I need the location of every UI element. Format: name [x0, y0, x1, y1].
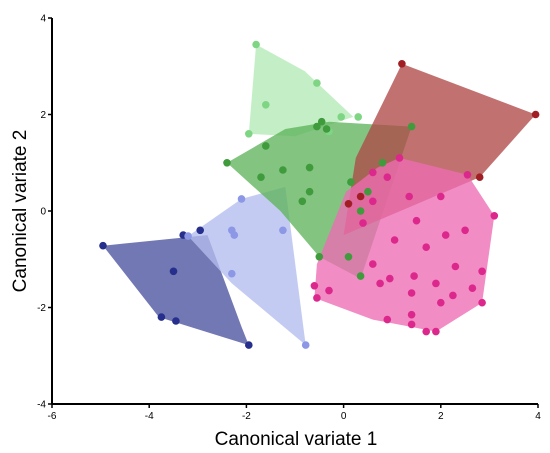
group-6-point-4 [490, 212, 499, 220]
group-6-point-14 [422, 243, 431, 251]
group-4-point-11 [347, 178, 355, 186]
group-5-point-2 [531, 110, 540, 119]
group-4-point-18 [407, 122, 416, 131]
group-4-point-14 [344, 252, 353, 261]
x-tick-label: 0 [341, 411, 347, 422]
group-2-point-6 [279, 226, 287, 235]
group-6-point-30 [422, 327, 431, 336]
group-3-hull [248, 44, 354, 137]
group-2-point-5 [228, 269, 236, 278]
group-6-point-27 [325, 286, 333, 295]
group-6-point-22 [449, 291, 457, 300]
group-6-point-9 [359, 219, 367, 227]
group-4-point-17 [378, 159, 387, 167]
group-6-point-6 [369, 168, 377, 177]
group-2-point-2 [237, 195, 246, 203]
group-6-point-7 [405, 192, 414, 201]
y-tick-label: -2 [37, 303, 46, 314]
hull-layer [103, 44, 536, 346]
x-tick-label: -6 [48, 411, 57, 422]
group-6-point-19 [386, 274, 394, 283]
group-6-point-16 [478, 267, 486, 276]
x-tick-label: 4 [535, 411, 541, 422]
group-4-point-13 [364, 187, 372, 196]
group-4-point-6 [262, 142, 270, 150]
group-5-point-3 [475, 173, 484, 181]
group-3-point-2 [313, 79, 321, 87]
y-tick-label: -4 [37, 400, 46, 411]
group-3-point-1 [252, 40, 260, 49]
group-6-point-12 [461, 226, 469, 235]
group-6-point-31 [432, 327, 440, 336]
group-4-point-8 [305, 163, 314, 172]
group-1-point-5 [245, 341, 253, 349]
group-4-point-10 [298, 197, 307, 206]
group-1-point-1 [99, 241, 107, 250]
group-6-point-23 [468, 284, 477, 293]
group-4-point-15 [356, 272, 365, 280]
y-tick-label: 4 [40, 14, 46, 25]
group-3-point-3 [262, 101, 270, 109]
group-6-point-34 [437, 298, 445, 307]
group-5-point-4 [356, 192, 365, 201]
x-axis-title: Canonical variate 1 [215, 429, 378, 450]
x-tick-label: 2 [438, 411, 444, 422]
group-3-point-7 [354, 113, 363, 121]
group-1-point-7 [196, 226, 204, 235]
x-tick-label: -2 [242, 411, 251, 422]
group-6-point-33 [383, 315, 392, 324]
group-6-point-28 [407, 310, 416, 319]
group-6-point-29 [407, 320, 416, 329]
group-2-hull [188, 186, 306, 346]
group-3-point-4 [245, 130, 253, 138]
group-1-point-3 [157, 313, 166, 321]
group-4-point-2 [257, 173, 265, 181]
group-4-point-5 [322, 125, 331, 133]
group-2-point-1 [184, 232, 192, 240]
group-5-point-5 [344, 200, 353, 208]
y-tick-label: 0 [40, 207, 46, 218]
group-6-hull [314, 157, 495, 332]
group-2-point-7 [301, 341, 310, 349]
group-1-point-4 [172, 317, 180, 325]
group-6-point-21 [432, 279, 440, 288]
group-6-point-18 [376, 279, 384, 288]
group-6-point-26 [313, 294, 321, 302]
group-1-hull [103, 235, 249, 346]
group-4-point-12 [356, 207, 365, 215]
y-tick-label: 2 [40, 110, 46, 121]
group-4-point-16 [315, 252, 324, 261]
group-6-point-25 [310, 282, 319, 290]
group-4-point-1 [223, 159, 231, 167]
point-layer [99, 40, 540, 349]
group-4-point-4 [317, 117, 326, 126]
group-6-point-1 [395, 154, 404, 162]
group-4-point-3 [313, 122, 321, 131]
group-6-point-8 [369, 197, 377, 206]
group-6-point-10 [412, 216, 421, 225]
group-6-point-3 [437, 192, 445, 201]
group-6-point-2 [463, 171, 472, 179]
group-3-point-6 [337, 113, 346, 121]
group-6-point-20 [410, 272, 418, 280]
group-2-point-4 [230, 231, 239, 239]
group-6-point-13 [390, 236, 399, 244]
group-1-point-2 [169, 267, 178, 276]
group-6-point-24 [407, 289, 416, 297]
y-axis-title: Canonical variate 2 [10, 130, 31, 293]
group-5-point-1 [398, 60, 406, 68]
group-6-point-32 [478, 298, 486, 307]
group-6-point-5 [383, 173, 392, 181]
group-6-point-17 [369, 260, 377, 268]
x-tick-label: -4 [145, 411, 154, 422]
group-6-point-11 [441, 231, 450, 239]
group-6-point-15 [451, 262, 460, 271]
group-4-point-7 [279, 166, 287, 174]
group-4-point-9 [305, 187, 314, 196]
